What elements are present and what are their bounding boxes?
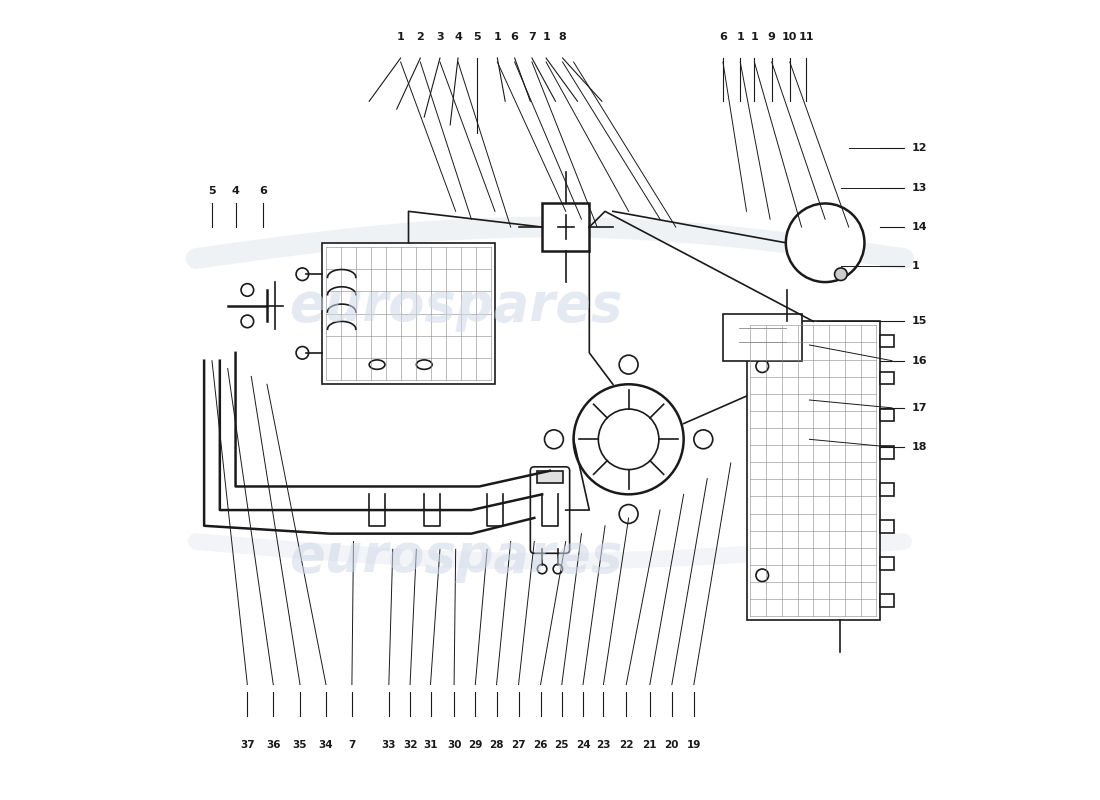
Text: 1: 1 (912, 262, 920, 271)
Text: 33: 33 (382, 739, 396, 750)
Circle shape (553, 564, 562, 574)
Bar (880, 372, 894, 384)
Text: 6: 6 (719, 32, 727, 42)
Text: 30: 30 (447, 739, 461, 750)
Text: 37: 37 (240, 739, 255, 750)
Text: 1: 1 (397, 32, 405, 42)
Text: eurospares: eurospares (289, 531, 623, 583)
Circle shape (756, 360, 769, 373)
FancyBboxPatch shape (530, 467, 570, 554)
Ellipse shape (417, 360, 432, 370)
Text: 7: 7 (349, 739, 355, 750)
Text: eurospares: eurospares (289, 280, 623, 332)
Circle shape (538, 564, 547, 574)
Text: 1: 1 (750, 32, 758, 42)
Text: 4: 4 (232, 186, 240, 196)
Text: 5: 5 (208, 186, 216, 196)
Circle shape (241, 284, 254, 296)
Text: 12: 12 (912, 143, 927, 154)
Text: 15: 15 (912, 316, 927, 326)
Circle shape (619, 505, 638, 523)
Bar (880, 409, 894, 422)
Text: 20: 20 (664, 739, 679, 750)
Bar (880, 334, 894, 347)
Text: 21: 21 (642, 739, 657, 750)
Text: 9: 9 (768, 32, 776, 42)
Text: 35: 35 (293, 739, 307, 750)
Text: 5: 5 (473, 32, 481, 42)
Bar (542, 203, 590, 250)
Bar (880, 483, 894, 495)
Circle shape (619, 355, 638, 374)
Text: 3: 3 (436, 32, 443, 42)
Circle shape (785, 203, 865, 282)
Text: 18: 18 (912, 442, 927, 452)
Text: 11: 11 (799, 32, 814, 42)
Circle shape (544, 430, 563, 449)
Circle shape (241, 315, 254, 328)
Text: 7: 7 (528, 32, 536, 42)
Bar (880, 557, 894, 570)
Text: 28: 28 (490, 739, 504, 750)
Circle shape (694, 430, 713, 449)
Text: 6: 6 (260, 186, 267, 196)
Text: 14: 14 (912, 222, 927, 232)
Text: 1: 1 (542, 32, 550, 42)
Text: 27: 27 (512, 739, 526, 750)
Text: 23: 23 (596, 739, 611, 750)
Text: 25: 25 (554, 739, 569, 750)
Text: 2: 2 (417, 32, 425, 42)
Circle shape (835, 268, 847, 281)
Text: 36: 36 (266, 739, 280, 750)
Text: 6: 6 (510, 32, 518, 42)
Text: 19: 19 (686, 739, 701, 750)
Text: 17: 17 (912, 403, 927, 413)
Bar (747, 322, 880, 620)
Text: 8: 8 (559, 32, 566, 42)
Ellipse shape (370, 360, 385, 370)
Bar (537, 470, 563, 482)
Circle shape (598, 409, 659, 470)
Bar (880, 446, 894, 458)
Text: 22: 22 (619, 739, 634, 750)
Text: 31: 31 (424, 739, 438, 750)
Text: 32: 32 (403, 739, 417, 750)
Bar (723, 314, 802, 361)
Text: 29: 29 (469, 739, 483, 750)
Text: 16: 16 (912, 356, 927, 366)
Text: 24: 24 (575, 739, 591, 750)
Text: 10: 10 (782, 32, 797, 42)
Text: 1: 1 (736, 32, 744, 42)
Text: 26: 26 (534, 739, 548, 750)
Text: 1: 1 (494, 32, 502, 42)
Circle shape (573, 384, 683, 494)
Bar (322, 242, 495, 384)
Bar (880, 594, 894, 606)
Text: 4: 4 (454, 32, 462, 42)
Text: 13: 13 (912, 182, 927, 193)
Circle shape (756, 569, 769, 582)
Text: 34: 34 (319, 739, 333, 750)
Bar (880, 520, 894, 533)
